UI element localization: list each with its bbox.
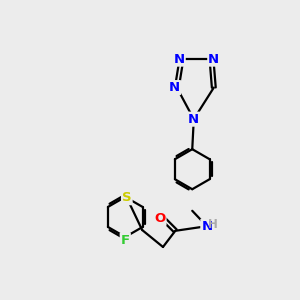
Text: N: N bbox=[169, 81, 180, 94]
Text: H: H bbox=[208, 218, 218, 231]
Text: N: N bbox=[208, 52, 219, 66]
Text: F: F bbox=[121, 233, 130, 247]
Text: N: N bbox=[174, 52, 185, 66]
Text: N: N bbox=[188, 113, 200, 126]
Text: N: N bbox=[201, 220, 212, 233]
Text: S: S bbox=[122, 191, 132, 204]
Text: O: O bbox=[154, 212, 166, 225]
